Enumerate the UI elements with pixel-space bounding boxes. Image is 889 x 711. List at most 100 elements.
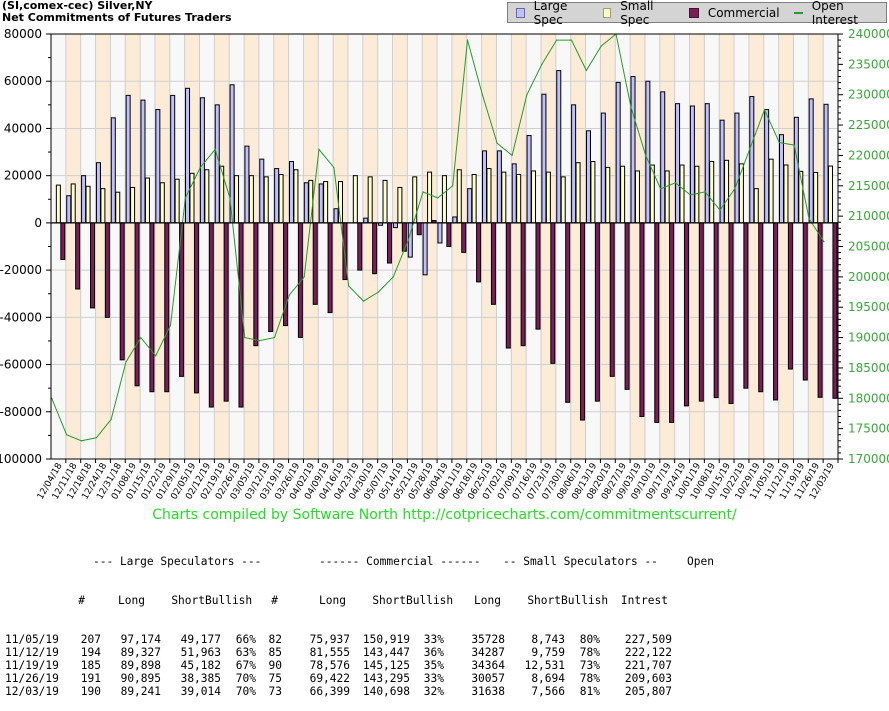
cell-date: 12/03/19 — [5, 685, 59, 698]
bar-small-spec — [531, 170, 537, 224]
open-interest-point — [244, 336, 246, 339]
open-interest-point — [259, 340, 261, 342]
right-axis-label: 185000 — [848, 361, 889, 375]
open-interest-point — [318, 148, 320, 150]
cell-ls-n: 190 — [80, 685, 101, 698]
bar-large-spec — [689, 105, 695, 224]
col-header: # — [271, 594, 278, 607]
bar-small-spec — [278, 173, 284, 224]
column-band — [407, 34, 423, 459]
bar-commercial — [253, 222, 259, 347]
column-band — [362, 34, 378, 459]
open-interest-point — [570, 39, 573, 41]
open-interest-point — [140, 336, 142, 339]
bar-small-spec — [323, 181, 329, 224]
bar-commercial — [624, 222, 630, 390]
col-header: Bullish — [406, 594, 454, 607]
group-header-small-spec: -- Small Speculators -- — [503, 555, 658, 568]
open-interest-point — [155, 355, 157, 357]
cell-c-n: 82 — [268, 633, 282, 646]
cell-c-n: 90 — [268, 659, 282, 672]
right-axis-label: 205000 — [848, 240, 889, 254]
bar-commercial — [119, 222, 125, 361]
bar-small-spec — [382, 179, 388, 224]
col-header: Short — [527, 594, 561, 607]
bar-small-spec — [293, 169, 299, 224]
bar-small-spec — [827, 165, 834, 224]
bar-large-spec — [66, 195, 72, 224]
open-interest-line-icon — [793, 11, 803, 14]
credit-line: Charts compiled by Software North http:/… — [152, 507, 737, 523]
open-interest-point — [407, 239, 409, 242]
bar-large-spec — [363, 217, 369, 224]
bar-large-spec — [199, 97, 205, 224]
bar-large-spec — [734, 112, 740, 224]
open-interest-point — [169, 324, 172, 327]
open-interest-point — [348, 285, 350, 287]
open-interest-point — [95, 437, 97, 439]
col-header: Long — [474, 594, 501, 607]
bar-commercial — [565, 222, 571, 403]
cell-oi: 209,603 — [624, 672, 672, 685]
open-interest-point — [333, 166, 335, 169]
bar-large-spec — [496, 150, 502, 224]
bar-large-spec — [437, 222, 443, 244]
bar-large-spec — [140, 99, 146, 224]
cell-ss-bull: 81% — [579, 685, 600, 698]
open-interest-point — [704, 191, 706, 193]
bar-small-spec — [144, 177, 150, 224]
bar-commercial — [164, 222, 170, 393]
cell-c-long: 81,555 — [309, 646, 350, 659]
bar-small-spec — [100, 188, 106, 224]
bar-small-spec — [753, 188, 759, 224]
legend-label: Small Spec — [620, 0, 654, 27]
open-interest-series — [51, 33, 825, 442]
bar-small-spec — [783, 164, 789, 224]
bar-large-spec — [467, 188, 473, 224]
cell-date: 11/19/19 — [5, 659, 59, 672]
left-axis-label: -40000 — [0, 310, 42, 324]
bar-small-spec — [397, 186, 403, 224]
col-header: Long — [118, 594, 145, 607]
column-band — [437, 34, 452, 459]
bar-large-spec — [452, 216, 458, 224]
small-spec-swatch-icon — [602, 7, 612, 18]
bar-commercial — [713, 222, 719, 399]
cell-ls-short: 45,182 — [180, 659, 221, 672]
bar-commercial — [357, 222, 363, 271]
column-band — [422, 34, 438, 459]
bar-commercial — [75, 222, 81, 290]
open-interest-point — [823, 241, 825, 243]
cell-ss-bull: 78% — [579, 646, 600, 659]
cell-ls-short: 49,177 — [180, 633, 221, 646]
cell-ss-short: 7,566 — [531, 685, 565, 698]
column-band — [347, 34, 363, 459]
open-interest-point — [80, 440, 83, 442]
bar-commercial — [134, 222, 140, 387]
open-interest-point — [511, 154, 513, 157]
open-interest-point — [437, 197, 439, 199]
bar-small-spec — [590, 161, 596, 224]
bar-small-spec — [115, 191, 121, 224]
bar-small-spec — [694, 165, 700, 224]
bar-large-spec — [675, 103, 681, 224]
bar-small-spec — [768, 158, 774, 224]
cell-c-long: 75,937 — [309, 633, 350, 646]
group-header-commercial: ------ Commercial ------ — [319, 555, 481, 568]
col-header: Short — [171, 594, 205, 607]
right-axis-label: 215000 — [848, 179, 889, 193]
cell-c-short: 150,919 — [362, 633, 410, 646]
column-band — [377, 34, 393, 459]
bar-small-spec — [85, 185, 91, 224]
bar-large-spec — [274, 168, 280, 224]
right-axis-label: 175000 — [848, 422, 889, 436]
open-interest-point — [184, 197, 186, 199]
bar-small-spec — [575, 162, 581, 224]
bar-small-spec — [471, 173, 477, 224]
open-interest-point — [763, 109, 766, 111]
table-body: 11/05/19 207 97,174 49,177 66% 82 75,937 150,91… — [5, 633, 714, 698]
bar-commercial — [669, 222, 675, 423]
bar-commercial — [773, 222, 779, 401]
bar-large-spec — [95, 162, 101, 224]
